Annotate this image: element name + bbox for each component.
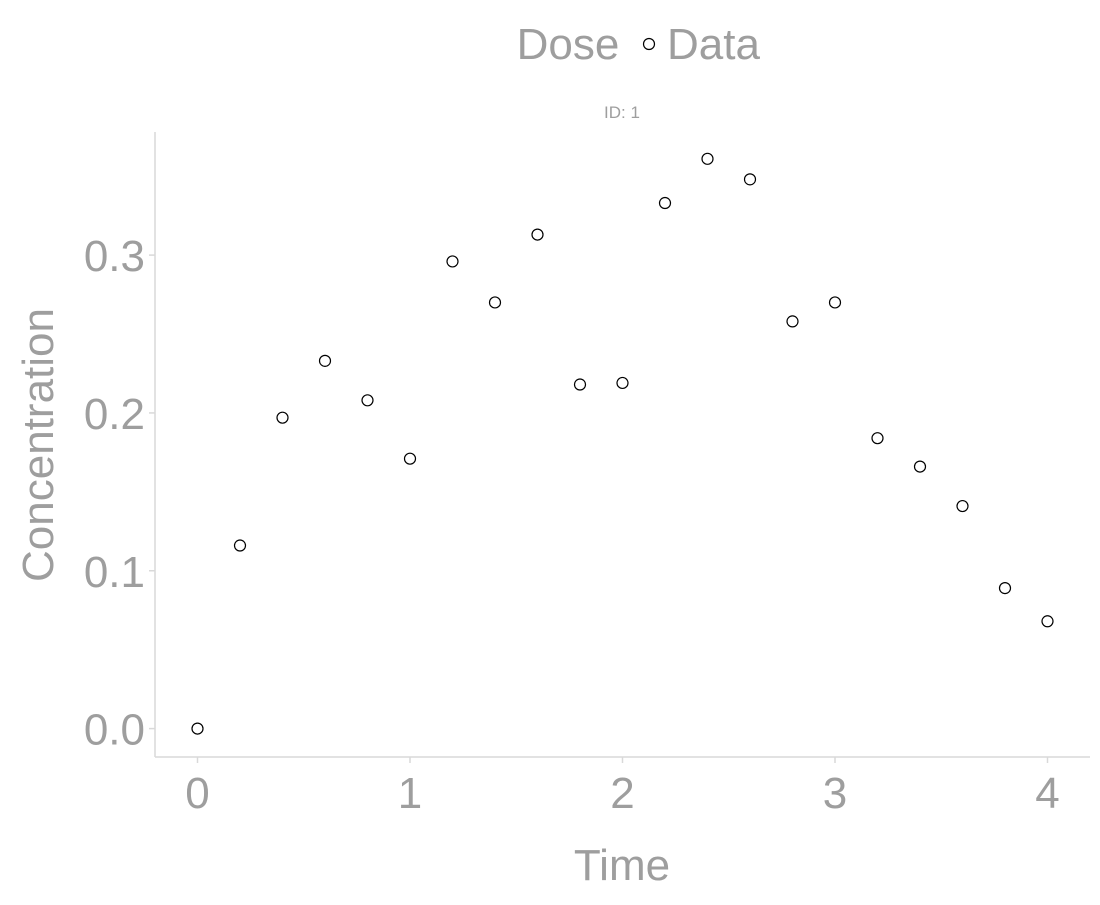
axes xyxy=(154,132,1090,758)
data-point xyxy=(828,296,842,309)
legend-marker-icon xyxy=(642,37,656,51)
facet-label: ID: 1 xyxy=(604,103,640,122)
data-point xyxy=(701,152,714,165)
data-point xyxy=(488,296,502,309)
data-points xyxy=(191,152,1054,735)
data-point xyxy=(233,539,247,552)
data-point xyxy=(913,460,927,473)
data-point xyxy=(743,173,757,186)
x-axis-ticks: 0 1 2 3 4 xyxy=(185,757,1060,818)
x-tick-label: 0 xyxy=(185,769,209,818)
y-tick-label: 0.2 xyxy=(84,390,145,439)
legend-item-label: Data xyxy=(667,20,760,69)
data-point xyxy=(403,452,417,465)
legend: Dose Data xyxy=(517,20,761,69)
x-axis-title: Time xyxy=(574,841,670,890)
data-point xyxy=(531,228,544,241)
data-point xyxy=(616,376,629,390)
data-point xyxy=(956,499,969,513)
data-point xyxy=(191,722,204,735)
data-point xyxy=(573,378,587,391)
y-tick-label: 0.1 xyxy=(84,548,145,597)
y-axis-title: Concentration xyxy=(14,308,63,582)
data-point xyxy=(318,354,332,367)
data-point xyxy=(658,196,672,210)
data-point xyxy=(871,432,884,445)
x-tick-label: 4 xyxy=(1035,769,1059,818)
y-tick-label: 0.3 xyxy=(84,232,145,281)
x-tick-label: 1 xyxy=(398,769,422,818)
data-point xyxy=(786,315,799,328)
y-tick-label: 0.0 xyxy=(84,706,145,755)
x-tick-label: 3 xyxy=(823,769,847,818)
legend-title: Dose xyxy=(517,20,620,69)
y-axis-ticks: 0.0 0.1 0.2 0.3 xyxy=(84,232,155,755)
data-point xyxy=(361,394,374,407)
data-point xyxy=(998,582,1012,595)
data-point xyxy=(446,255,459,268)
data-point xyxy=(276,411,289,424)
x-tick-label: 2 xyxy=(610,769,634,818)
data-point xyxy=(1041,615,1054,628)
